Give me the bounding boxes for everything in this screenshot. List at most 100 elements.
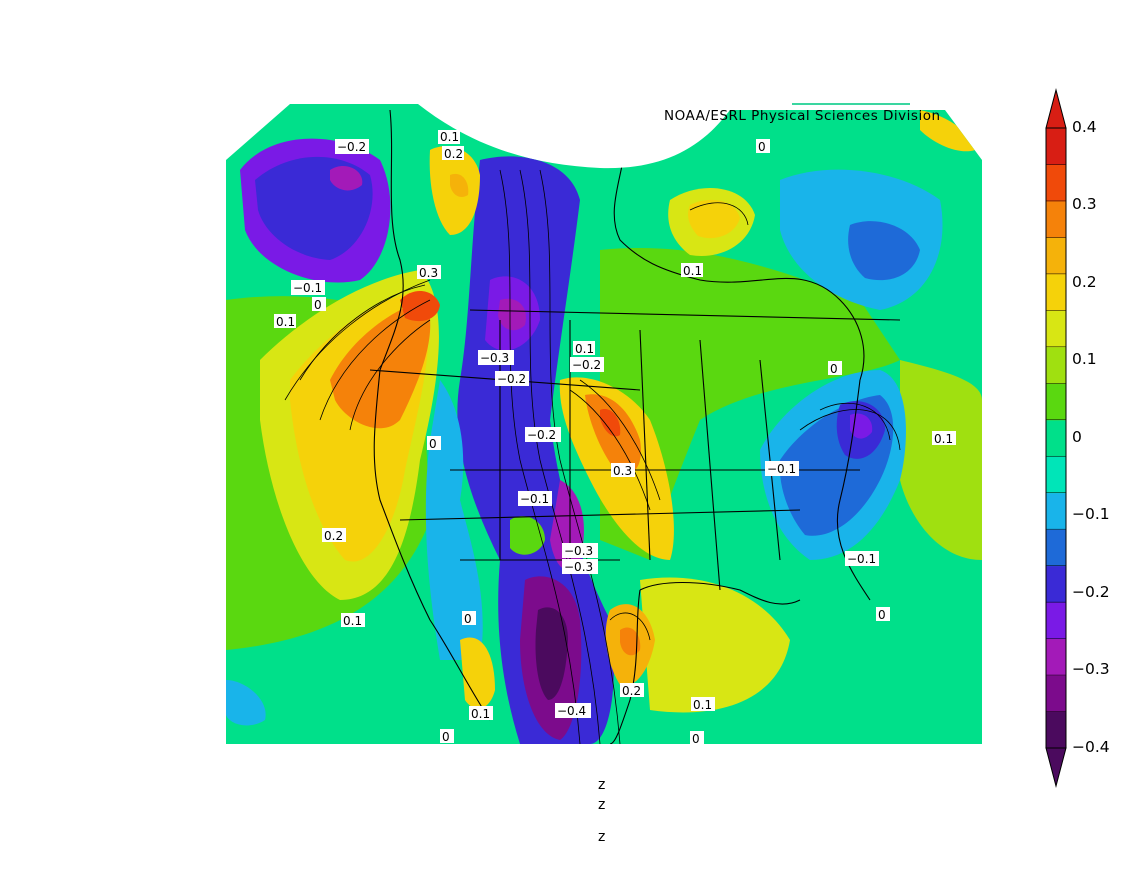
field-cyan-patch-sw bbox=[226, 680, 266, 726]
colorbar-segment bbox=[1046, 237, 1066, 275]
svg-text:0: 0 bbox=[464, 612, 472, 626]
field-negative-central-a-core bbox=[498, 298, 526, 331]
svg-text:−0.1: −0.1 bbox=[520, 492, 549, 506]
colorbar-segment bbox=[1046, 128, 1066, 165]
credit-underline bbox=[792, 103, 910, 105]
field-yellow-gulf bbox=[640, 577, 790, 713]
contour-label: 0 bbox=[876, 607, 890, 622]
contour-label: −0.4 bbox=[555, 703, 591, 718]
colorbar-label: 0.4 bbox=[1072, 118, 1097, 136]
colorbar-segment bbox=[1046, 529, 1066, 567]
contour-label: 0.1 bbox=[681, 263, 703, 278]
contour-label: 0 bbox=[440, 729, 454, 744]
footer-line: z bbox=[598, 797, 606, 813]
colorbar-segment bbox=[1046, 419, 1066, 457]
contour-label: 0.1 bbox=[932, 431, 956, 446]
colorbar-segment bbox=[1046, 638, 1066, 676]
svg-text:−0.1: −0.1 bbox=[293, 281, 322, 295]
colorbar-segment bbox=[1046, 456, 1066, 494]
colorbar-label: 0.3 bbox=[1072, 195, 1097, 213]
contour-label: 0.1 bbox=[274, 314, 296, 329]
contour-label: −0.2 bbox=[495, 371, 529, 386]
svg-text:−0.2: −0.2 bbox=[497, 372, 526, 386]
contour-label: 0.2 bbox=[442, 146, 464, 161]
colorbar-segment bbox=[1046, 383, 1066, 421]
contour-label: 0.2 bbox=[322, 528, 346, 543]
field-positive-west-core bbox=[400, 290, 440, 322]
contour-label: −0.2 bbox=[335, 139, 369, 154]
footer-line: z bbox=[598, 777, 606, 793]
colorbar-segment bbox=[1046, 310, 1066, 348]
svg-text:0.1: 0.1 bbox=[683, 264, 702, 278]
contour-label: 0 bbox=[462, 611, 476, 626]
colorbar bbox=[1045, 88, 1067, 788]
field-negative-nw-core bbox=[330, 165, 363, 191]
svg-text:−0.3: −0.3 bbox=[564, 560, 593, 574]
contour-label: 0.3 bbox=[417, 265, 441, 280]
svg-text:0.2: 0.2 bbox=[622, 684, 641, 698]
colorbar-frame bbox=[1045, 127, 1067, 749]
svg-text:0.1: 0.1 bbox=[343, 614, 362, 628]
colorbar-segment bbox=[1046, 273, 1066, 311]
field-positive-bc-core bbox=[450, 173, 469, 197]
contour-label: 0.1 bbox=[438, 130, 460, 144]
colorbar-label: 0.1 bbox=[1072, 350, 1097, 368]
contour-label: 0 bbox=[427, 436, 441, 451]
contour-label: −0.1 bbox=[518, 491, 552, 506]
contour-label: −0.1 bbox=[845, 551, 879, 566]
field-yellowgreen-east bbox=[900, 360, 982, 560]
field-positive-west-inner bbox=[330, 300, 431, 429]
colorbar-segment bbox=[1046, 565, 1066, 603]
credit-text: NOAA/ESRL Physical Sciences Division bbox=[664, 108, 941, 124]
svg-text:−0.2: −0.2 bbox=[572, 358, 601, 372]
svg-text:−0.2: −0.2 bbox=[527, 428, 556, 442]
colorbar-segment bbox=[1046, 164, 1066, 202]
contour-label: 0 bbox=[756, 139, 770, 154]
svg-text:0.2: 0.2 bbox=[324, 529, 343, 543]
field-yellow-patch-ne bbox=[920, 110, 975, 152]
svg-text:0: 0 bbox=[878, 608, 886, 622]
contour-label: 0.1 bbox=[691, 697, 715, 712]
svg-text:0: 0 bbox=[830, 362, 838, 376]
svg-text:0.3: 0.3 bbox=[613, 464, 632, 478]
contour-label: 0 bbox=[312, 297, 326, 312]
contour-label: −0.2 bbox=[570, 357, 604, 372]
svg-text:0: 0 bbox=[442, 730, 450, 744]
svg-text:0.1: 0.1 bbox=[693, 698, 712, 712]
svg-text:−0.2: −0.2 bbox=[337, 140, 366, 154]
colorbar-label: 0.2 bbox=[1072, 273, 1097, 291]
colorbar-segment bbox=[1046, 711, 1066, 749]
contour-labels: −0.2 0.1 0.2 0 −0.1 0 0.1 0.3 0.1 −0.3 −… bbox=[274, 130, 956, 746]
contour-label: −0.3 bbox=[478, 350, 514, 365]
svg-text:0.3: 0.3 bbox=[419, 266, 438, 280]
svg-text:−0.4: −0.4 bbox=[557, 704, 586, 718]
contour-label: 0.1 bbox=[469, 706, 493, 721]
colorbar-label: −0.2 bbox=[1072, 583, 1110, 601]
svg-text:0: 0 bbox=[758, 140, 766, 154]
field-negative-ne-inner bbox=[848, 221, 920, 281]
svg-text:0: 0 bbox=[314, 298, 322, 312]
svg-text:0: 0 bbox=[429, 437, 437, 451]
field-green-north bbox=[600, 248, 900, 560]
footer-line: z bbox=[598, 829, 606, 845]
field-negative-mexico-core bbox=[535, 607, 568, 700]
contour-label: 0.3 bbox=[611, 463, 635, 478]
svg-text:−0.1: −0.1 bbox=[767, 462, 796, 476]
field-positive-plains-core bbox=[600, 409, 621, 437]
field-green-patch bbox=[510, 516, 545, 555]
svg-text:0.2: 0.2 bbox=[444, 147, 463, 161]
contour-label: −0.3 bbox=[562, 559, 598, 574]
field-negative-east-core bbox=[850, 413, 873, 439]
contour-label: 0.1 bbox=[573, 341, 595, 356]
colorbar-segment bbox=[1046, 602, 1066, 640]
contour-label: 0.1 bbox=[341, 613, 365, 628]
colorbar-top-arrow bbox=[1045, 88, 1067, 129]
colorbar-bottom-arrow bbox=[1045, 747, 1067, 788]
field-positive-gulf-core bbox=[620, 627, 641, 656]
contour-label: 0.2 bbox=[620, 683, 644, 698]
field-positive-hudson-core bbox=[688, 199, 740, 239]
colorbar-label: −0.3 bbox=[1072, 660, 1110, 678]
colorbar-segment bbox=[1046, 492, 1066, 530]
contour-label: 0 bbox=[828, 361, 842, 376]
